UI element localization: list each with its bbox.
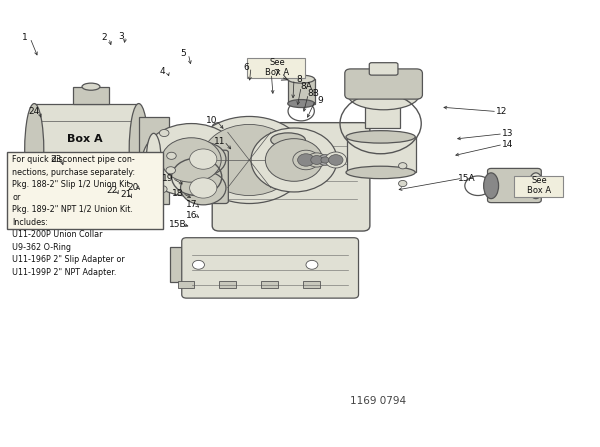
Circle shape: [265, 139, 323, 181]
Circle shape: [193, 260, 205, 269]
Circle shape: [181, 142, 226, 176]
FancyBboxPatch shape: [199, 150, 229, 203]
Text: 22: 22: [106, 186, 118, 195]
Circle shape: [318, 155, 332, 165]
Text: 1169 0794: 1169 0794: [350, 396, 406, 406]
Text: 20: 20: [127, 182, 139, 192]
Text: See
Box A: See Box A: [265, 58, 289, 77]
FancyBboxPatch shape: [35, 197, 57, 208]
Ellipse shape: [82, 83, 100, 90]
Circle shape: [181, 171, 226, 205]
FancyBboxPatch shape: [488, 169, 541, 202]
Ellipse shape: [271, 133, 305, 147]
Circle shape: [293, 150, 319, 170]
Circle shape: [158, 186, 167, 193]
FancyBboxPatch shape: [170, 247, 352, 282]
Ellipse shape: [288, 75, 314, 83]
Text: 21: 21: [120, 190, 131, 199]
Text: 24: 24: [29, 107, 40, 116]
FancyBboxPatch shape: [347, 137, 416, 173]
Text: 18: 18: [172, 189, 184, 198]
Text: See
Box A: See Box A: [527, 176, 551, 195]
Circle shape: [190, 178, 217, 198]
Circle shape: [161, 138, 221, 182]
FancyBboxPatch shape: [220, 281, 236, 288]
Circle shape: [298, 154, 314, 166]
Circle shape: [306, 260, 318, 269]
FancyBboxPatch shape: [178, 281, 194, 288]
Circle shape: [311, 156, 323, 164]
Text: 10: 10: [206, 116, 217, 125]
Circle shape: [166, 167, 175, 174]
Ellipse shape: [365, 82, 400, 90]
Text: 11: 11: [214, 137, 225, 146]
FancyBboxPatch shape: [212, 122, 370, 231]
Text: 4: 4: [160, 67, 166, 76]
FancyBboxPatch shape: [139, 117, 169, 203]
Circle shape: [32, 179, 44, 188]
FancyBboxPatch shape: [365, 86, 400, 128]
FancyBboxPatch shape: [369, 63, 398, 75]
FancyBboxPatch shape: [514, 177, 563, 197]
Circle shape: [160, 130, 169, 137]
FancyBboxPatch shape: [34, 104, 139, 197]
Circle shape: [139, 196, 151, 205]
Circle shape: [142, 123, 240, 196]
FancyBboxPatch shape: [73, 87, 109, 104]
Text: 7: 7: [273, 69, 279, 78]
Text: 8: 8: [296, 75, 302, 84]
Circle shape: [121, 198, 133, 207]
Circle shape: [191, 116, 308, 203]
Circle shape: [202, 124, 297, 195]
FancyBboxPatch shape: [345, 69, 422, 99]
Ellipse shape: [129, 104, 148, 197]
Circle shape: [325, 152, 347, 168]
Ellipse shape: [346, 131, 415, 143]
Text: 1: 1: [22, 34, 28, 42]
Circle shape: [329, 155, 343, 165]
Ellipse shape: [25, 104, 44, 197]
Text: Box A: Box A: [67, 134, 103, 143]
Text: 9: 9: [317, 96, 323, 105]
Circle shape: [321, 157, 329, 163]
Circle shape: [167, 152, 176, 159]
Text: 23: 23: [50, 155, 62, 164]
Ellipse shape: [529, 173, 544, 198]
Text: 15B: 15B: [169, 220, 187, 229]
Ellipse shape: [146, 133, 161, 187]
Text: For quick disconnect pipe con-
nections, purchase separately:
Pkg. 188-2" Slip 1: For quick disconnect pipe con- nections,…: [12, 155, 135, 277]
Ellipse shape: [346, 166, 415, 179]
Circle shape: [190, 149, 217, 169]
Circle shape: [130, 202, 142, 211]
Text: 8B: 8B: [307, 89, 319, 98]
Ellipse shape: [215, 155, 230, 199]
Ellipse shape: [288, 100, 314, 108]
Text: 3: 3: [118, 32, 124, 41]
FancyBboxPatch shape: [288, 79, 315, 104]
FancyBboxPatch shape: [95, 197, 116, 208]
Text: 17: 17: [185, 200, 197, 209]
Circle shape: [251, 128, 337, 192]
FancyBboxPatch shape: [182, 238, 359, 298]
Text: 19: 19: [161, 174, 173, 183]
Text: 14: 14: [502, 140, 514, 149]
Text: 16: 16: [185, 211, 197, 220]
Circle shape: [307, 153, 326, 167]
Text: 12: 12: [496, 107, 508, 116]
Text: 13: 13: [502, 129, 514, 138]
Ellipse shape: [484, 173, 499, 198]
FancyBboxPatch shape: [247, 58, 305, 78]
FancyBboxPatch shape: [7, 152, 163, 229]
Text: 8A: 8A: [300, 82, 312, 91]
Ellipse shape: [348, 80, 419, 110]
Text: 15A: 15A: [458, 174, 476, 183]
Text: 2: 2: [101, 34, 107, 42]
Circle shape: [398, 163, 407, 169]
FancyBboxPatch shape: [303, 281, 320, 288]
Text: 6: 6: [244, 63, 249, 72]
Circle shape: [398, 181, 407, 187]
Text: 5: 5: [181, 49, 187, 58]
FancyBboxPatch shape: [261, 281, 278, 288]
